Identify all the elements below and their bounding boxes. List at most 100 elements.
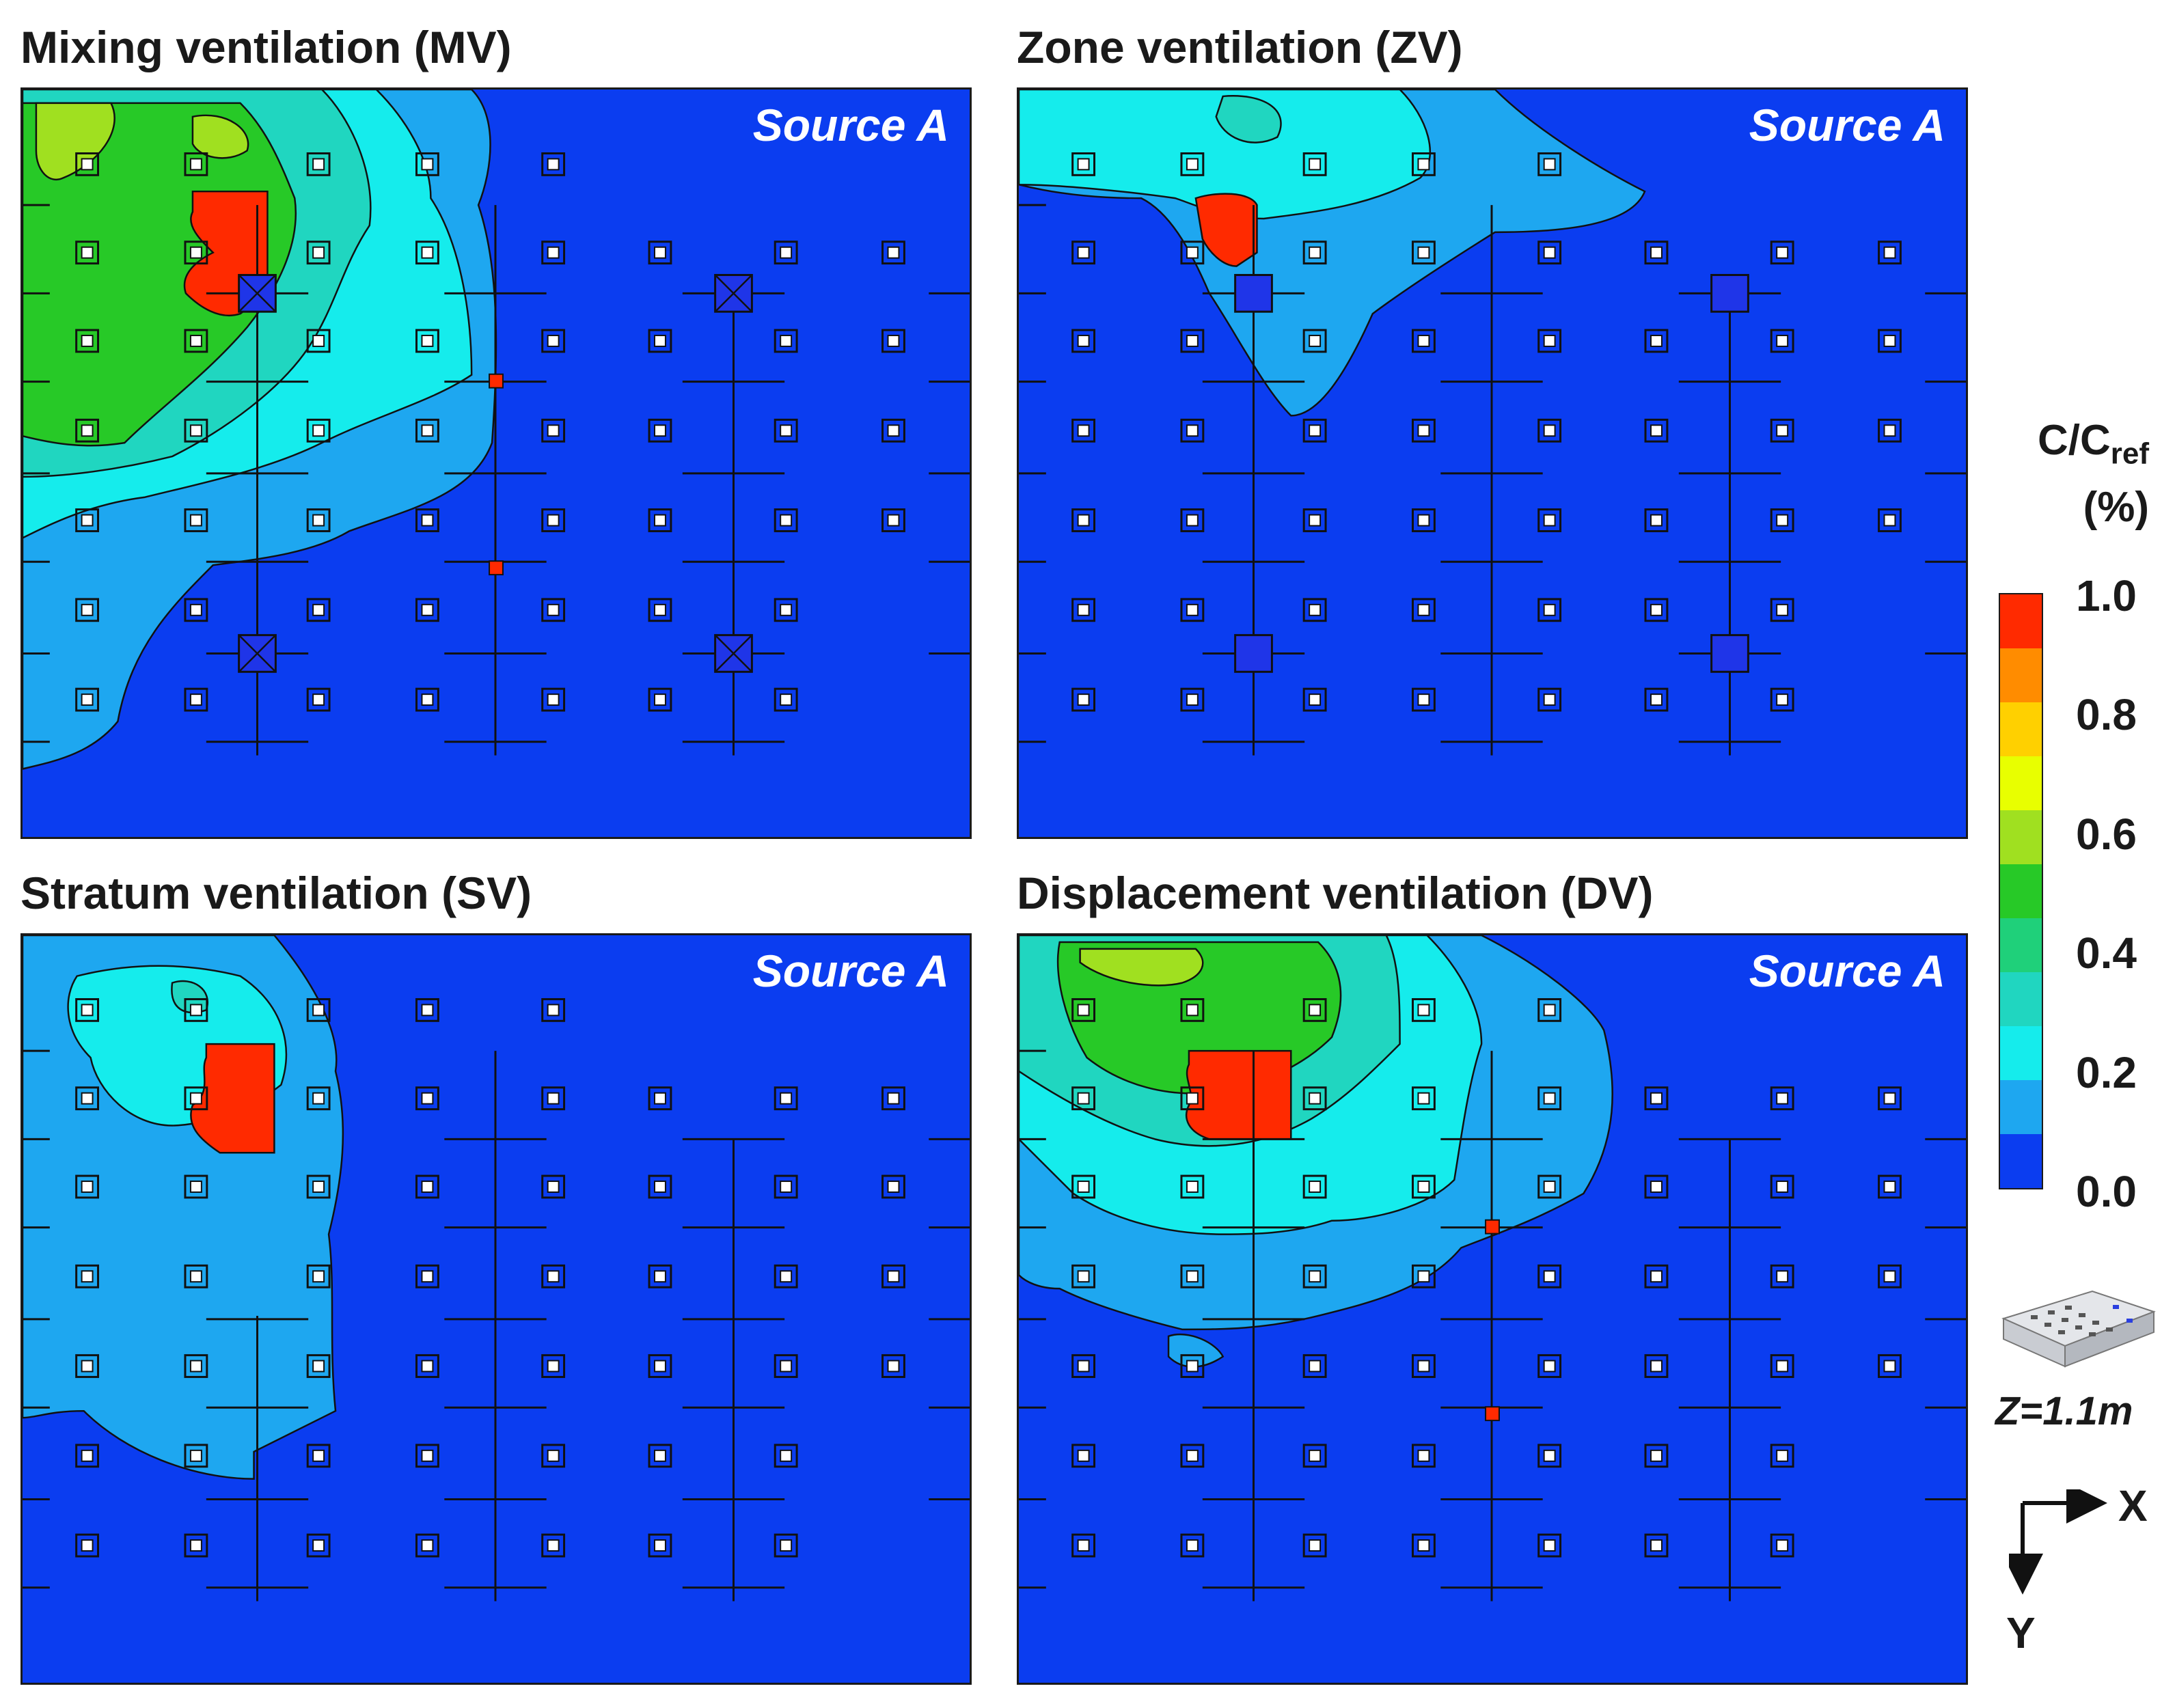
workstation-screen: [780, 1449, 793, 1462]
source-label-mv: Source A: [752, 100, 949, 150]
colorbar-level-0: [2000, 1134, 2042, 1188]
workstation-icon: [75, 1444, 100, 1468]
colorbar-tick-0-4: 0.4: [2076, 928, 2137, 978]
workstation-screen: [1883, 1181, 1896, 1193]
workstation-icon: [881, 240, 905, 265]
colorbar-level-9: [2000, 648, 2042, 702]
workstation-icon: [1071, 1174, 1096, 1199]
workstation-icon: [648, 508, 672, 532]
workstation-screen: [780, 1181, 793, 1193]
contour-fill-dv: [1019, 935, 1613, 1368]
workstation-screen: [1883, 1270, 1896, 1283]
colorbar-level-3: [2000, 972, 2042, 1026]
colorbar-level-5: [2000, 864, 2042, 918]
workstation-icon: [1180, 418, 1205, 443]
workstation-screen: [81, 1360, 94, 1373]
workstation-icon: [1770, 508, 1794, 532]
workstation-screen: [1543, 603, 1556, 616]
workstation-icon: [306, 329, 331, 353]
workstation-icon: [1071, 508, 1096, 532]
workstation-screen: [81, 1449, 94, 1462]
workstation-icon: [75, 152, 100, 176]
workstation-screen: [81, 1539, 94, 1552]
diffuser-cross: [714, 634, 753, 673]
colorbar-level-10: [2000, 594, 2042, 648]
room-layout-zv: [1019, 152, 1966, 756]
workstation-screen: [189, 1181, 202, 1193]
workstation-screen: [81, 424, 94, 437]
contour-fill-zv: [1019, 89, 1646, 417]
workstation-icon: [648, 598, 672, 622]
workstation-screen: [81, 335, 94, 347]
workstation-screen: [1186, 1539, 1199, 1552]
workstation-icon: [1770, 1264, 1794, 1289]
colorbar-level-4: [2000, 918, 2042, 972]
workstation-screen: [312, 514, 325, 527]
workstation-icon: [1412, 1174, 1436, 1199]
workstation-icon: [1537, 1444, 1562, 1468]
workstation-icon: [1071, 1444, 1096, 1468]
workstation-icon: [648, 1533, 672, 1558]
workstation-icon: [415, 687, 439, 712]
supply-units-dv: [1485, 1219, 1500, 1422]
source-label-sv: Source A: [752, 946, 949, 996]
workstation-icon: [541, 1174, 566, 1199]
workstation-screen: [189, 1004, 202, 1017]
source-label-dv: Source A: [1749, 946, 1945, 996]
workstation-screen: [421, 514, 434, 527]
workstation-icon: [415, 508, 439, 532]
workstation-screen: [1077, 246, 1090, 259]
workstation-screen: [189, 246, 202, 259]
workstation-screen: [1883, 424, 1896, 437]
workstation-icon: [1878, 418, 1902, 443]
workstation-icon: [1180, 1354, 1205, 1378]
workstation-icon: [1537, 598, 1562, 622]
workstation-icon: [774, 1533, 798, 1558]
workstation-screen: [189, 514, 202, 527]
workstation-icon: [415, 240, 439, 265]
workstation-screen: [1776, 1092, 1789, 1105]
partitions-zv: [1019, 204, 1966, 756]
workstation-screen: [1650, 1270, 1663, 1283]
workstation-screen: [1186, 603, 1199, 616]
workstation-screen: [312, 1360, 325, 1373]
workstation-icon: [1302, 997, 1327, 1022]
contour-plot-zv: [1019, 89, 1646, 417]
workstation-icon: [1537, 687, 1562, 712]
workstation-screen: [1543, 1004, 1556, 1017]
workstation-icon: [184, 508, 208, 532]
workstation-icon: [774, 1444, 798, 1468]
workstation-screen: [1776, 1270, 1789, 1283]
workstation-screen: [1309, 1181, 1322, 1193]
workstation-screen: [1543, 1449, 1556, 1462]
workstation-icon: [184, 1533, 208, 1558]
workstation-screen: [81, 1270, 94, 1283]
workstation-icon: [1412, 1444, 1436, 1468]
workstation-screen: [887, 424, 900, 437]
workstation-icon: [1302, 1354, 1327, 1378]
workstation-screen: [1417, 1092, 1430, 1105]
workstation-screen: [1776, 693, 1789, 706]
workstation-screen: [81, 603, 94, 616]
workstation-icon: [306, 997, 331, 1022]
workstation-icon: [1302, 1444, 1327, 1468]
workstation-screen: [189, 693, 202, 706]
workstation-screen: [1543, 514, 1556, 527]
workstation-icon: [1770, 598, 1794, 622]
workstation-icon: [1071, 997, 1096, 1022]
workstation-icon: [75, 508, 100, 532]
workstation-icon: [541, 418, 566, 443]
supply-diffuser-icon: [1710, 274, 1749, 313]
workstation-screen: [1776, 1539, 1789, 1552]
workstation-screen: [780, 424, 793, 437]
workstation-screen: [654, 1449, 666, 1462]
workstation-screen: [81, 158, 94, 171]
workstation-screen: [887, 1360, 900, 1373]
workstation-screen: [189, 424, 202, 437]
workstation-icon: [1644, 329, 1669, 353]
workstation-screen: [1309, 1360, 1322, 1373]
workstation-screen: [1543, 424, 1556, 437]
workstation-icon: [1537, 240, 1562, 265]
workstation-screen: [1309, 603, 1322, 616]
workstation-icon: [774, 1086, 798, 1111]
